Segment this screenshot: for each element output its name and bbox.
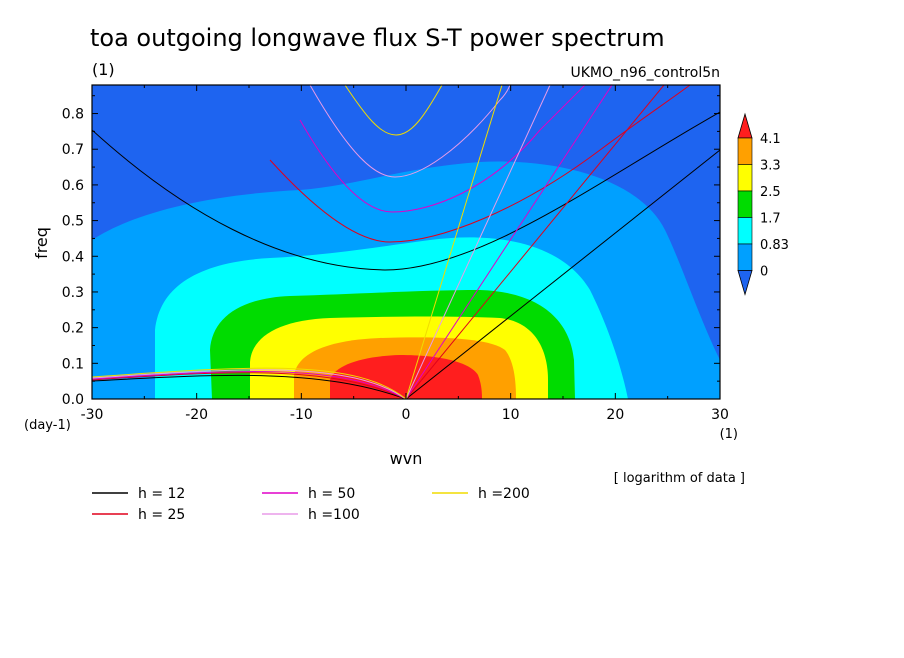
curve-h200-rossby [92, 367, 407, 399]
curve-h100-kelvin [405, 85, 551, 399]
curve-h100-inertia-gravity [309, 85, 511, 178]
x-tick-label: 10 [502, 407, 520, 423]
curve-h12-kelvin [405, 149, 720, 399]
colorbar-arrow-bottom [737, 270, 753, 296]
colorbar-arrow-top [737, 112, 753, 139]
curve-h200-inertia-gravity [344, 85, 443, 136]
x-tick-label: -30 [81, 407, 104, 423]
curve-h200-kelvin [405, 85, 503, 399]
x-tick-label: 20 [606, 407, 624, 423]
y-tick-label: 0.4 [62, 249, 84, 265]
curve-h12-rossby [92, 374, 407, 399]
y-tick-label: 0.6 [62, 178, 84, 194]
curve-h50-inertia-gravity [299, 85, 586, 213]
x-tick-label: 0 [402, 407, 411, 423]
chart-subtitle-left: (1) [92, 60, 115, 79]
colorbar-segment [737, 190, 753, 218]
curve-h12-inertia-gravity [92, 111, 720, 271]
curve-h50-rossby [92, 370, 407, 399]
y-tick-label: 0.0 [62, 392, 84, 408]
curve-h25-kelvin [405, 85, 665, 399]
chart-subtitle-right: UKMO_n96_control5n [570, 65, 720, 81]
x-axis-ticks: -30 -20 -10 0 10 20 30 [81, 85, 729, 423]
curve-h25-rossby [92, 372, 407, 399]
x-axis-unit: (1) [720, 427, 738, 442]
colorbar-label: 2.5 [760, 185, 781, 200]
colorbar-segment [737, 217, 753, 245]
plot-area [92, 85, 720, 399]
y-tick-label: 0.8 [62, 107, 84, 123]
x-tick-label: -20 [185, 407, 208, 423]
colorbar-label: 4.1 [760, 132, 781, 147]
colorbar-segment [737, 137, 753, 165]
y-axis-label: freq [32, 227, 51, 259]
legend-label: h =200 [478, 486, 530, 502]
y-axis-ticks: 0.0 0.1 0.2 0.3 0.4 0.5 0.6 0.7 0.8 [62, 95, 720, 408]
y-tick-label: 0.5 [62, 214, 84, 230]
curve-h100-rossby [92, 369, 407, 399]
colorbar: 0 0.83 1.7 2.5 3.3 4.1 [737, 112, 789, 296]
curve-h25-inertia-gravity [269, 85, 691, 243]
data-note: [ logarithm of data ] [614, 471, 745, 486]
colorbar-label: 1.7 [760, 212, 781, 227]
legend-label: h = 50 [308, 486, 355, 502]
legend: h = 12 h = 25 h = 50 h =100 h =200 [92, 486, 530, 523]
colorbar-label: 0 [760, 265, 768, 280]
legend-label: h = 12 [138, 486, 185, 502]
y-tick-label: 0.7 [62, 142, 84, 158]
x-tick-label: 30 [711, 407, 729, 423]
chart-title: toa outgoing longwave flux S-T power spe… [90, 24, 665, 52]
curve-h50-kelvin [405, 85, 613, 399]
x-tick-label: -10 [290, 407, 313, 423]
colorbar-label: 3.3 [760, 159, 781, 174]
colorbar-segment [737, 243, 753, 271]
y-tick-label: 0.3 [62, 285, 84, 301]
x-axis-label: wvn [390, 449, 423, 468]
y-axis-unit: (day-1) [24, 418, 71, 433]
y-tick-label: 0.2 [62, 321, 84, 337]
colorbar-segment [737, 164, 753, 192]
legend-label: h = 25 [138, 507, 185, 523]
colorbar-label: 0.83 [760, 238, 789, 253]
y-tick-label: 0.1 [62, 356, 84, 372]
legend-label: h =100 [308, 507, 360, 523]
dispersion-curves [92, 85, 720, 399]
